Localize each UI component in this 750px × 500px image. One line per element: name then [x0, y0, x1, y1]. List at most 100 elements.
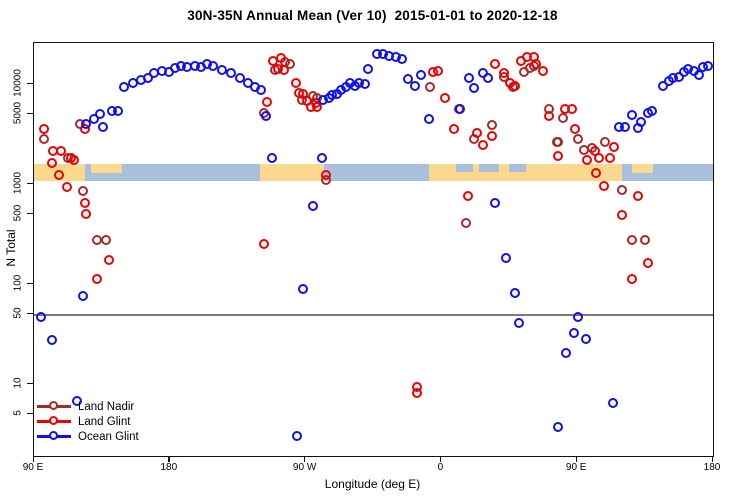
x-tick-mark	[439, 457, 442, 462]
legend-label: Land Nadir	[78, 400, 135, 413]
data-point-land_glint	[582, 155, 593, 166]
data-point-ocean_glint	[94, 109, 105, 120]
y-tick-label: 5	[12, 410, 24, 416]
data-point-ocean_glint	[423, 114, 434, 125]
legend: Land Nadir Land Glint Ocean Glint	[37, 399, 139, 444]
reference-line	[34, 314, 713, 316]
data-point-land_glint	[570, 123, 581, 134]
y-axis-label: N Total	[4, 229, 18, 267]
data-point-ocean_glint	[226, 68, 237, 79]
data-point-land_glint	[538, 66, 549, 77]
x-tick-label: 90 E	[22, 462, 44, 473]
data-point-land_glint	[616, 210, 627, 221]
data-point-ocean_glint	[402, 74, 413, 85]
data-point-ocean_glint	[360, 79, 371, 90]
legend-symbol	[37, 401, 71, 412]
data-point-land_glint	[278, 65, 289, 76]
data-point-ocean_glint	[266, 152, 277, 163]
data-point-land_glint	[46, 157, 57, 168]
y-tick-mark	[27, 282, 33, 284]
data-point-ocean_glint	[647, 106, 658, 117]
x-axis-label: Longitude (deg E)	[324, 477, 421, 491]
data-point-land_glint	[69, 155, 80, 166]
data-point-land_glint	[530, 58, 541, 69]
x-tick-mark	[168, 457, 170, 462]
y-tick-label: 10000	[12, 69, 24, 97]
data-point-ocean_glint	[298, 284, 309, 295]
data-point-land_glint	[411, 387, 422, 398]
legend-label: Ocean Glint	[78, 430, 139, 443]
map-band-sea-notch	[509, 163, 526, 172]
legend-row: Ocean Glint	[37, 429, 139, 444]
data-point-ocean_glint	[256, 85, 267, 96]
chart-title: 30N-35N Annual Mean (Ver 10) 2015-01-01 …	[187, 8, 558, 23]
data-point-ocean_glint	[573, 312, 584, 323]
data-point-land_glint	[91, 274, 102, 285]
data-point-land_glint	[594, 152, 605, 163]
data-point-land_glint	[567, 104, 578, 115]
data-point-land_nadir	[78, 186, 89, 197]
x-tick-mark	[575, 457, 577, 462]
y-tick-mark	[27, 182, 33, 184]
data-point-land_glint	[490, 58, 501, 69]
legend-circle-icon	[49, 401, 58, 410]
data-point-ocean_glint	[207, 61, 218, 72]
data-point-ocean_glint	[217, 65, 227, 76]
data-point-land_nadir	[425, 81, 436, 92]
data-point-land_glint	[440, 93, 451, 104]
data-point-land_glint	[81, 208, 92, 219]
data-point-land_glint	[262, 97, 273, 108]
y-tick-label: 50	[12, 307, 24, 319]
data-point-ocean_glint	[607, 398, 618, 409]
data-point-land_glint	[462, 191, 473, 202]
y-tick-mark	[27, 412, 33, 414]
data-point-ocean_glint	[78, 290, 89, 301]
x-tick-label: 90 W	[292, 462, 317, 473]
data-point-land_glint	[499, 68, 510, 79]
data-point-ocean_glint	[490, 198, 501, 209]
data-point-ocean_glint	[97, 121, 108, 132]
data-point-land_glint	[609, 142, 620, 153]
data-point-ocean_glint	[35, 312, 46, 323]
y-tick-mark	[27, 382, 33, 384]
data-point-land_glint	[604, 152, 615, 163]
map-band-land	[429, 163, 623, 182]
y-tick-mark	[27, 82, 33, 84]
data-point-ocean_glint	[416, 70, 427, 81]
data-point-ocean_glint	[396, 54, 407, 65]
data-point-land_glint	[449, 123, 460, 134]
data-point-land_nadir	[600, 137, 611, 148]
data-point-land_glint	[290, 78, 301, 89]
data-point-ocean_glint	[627, 110, 638, 121]
data-point-land_glint	[55, 146, 66, 157]
data-point-land_nadir	[616, 185, 627, 196]
plot-area: Land Nadir Land Glint Ocean Glint	[33, 42, 714, 457]
data-point-land_glint	[472, 127, 482, 138]
data-point-ocean_glint	[316, 152, 327, 163]
data-point-ocean_glint	[292, 430, 303, 441]
data-point-land_glint	[259, 238, 270, 249]
legend-symbol	[37, 416, 71, 427]
x-tick-label: 180	[703, 462, 721, 473]
data-point-land_nadir	[627, 235, 638, 246]
data-point-land_nadir	[558, 113, 569, 124]
y-tick-mark	[27, 312, 33, 314]
data-point-land_glint	[312, 102, 323, 113]
y-tick-label: 1000	[12, 171, 24, 195]
data-point-land_glint	[38, 123, 49, 134]
data-point-land_glint	[642, 257, 653, 268]
data-point-land_glint	[509, 80, 520, 91]
data-point-ocean_glint	[72, 396, 83, 407]
y-tick-label: 10	[12, 377, 24, 389]
data-point-ocean_glint	[636, 117, 647, 128]
data-point-ocean_glint	[118, 82, 129, 93]
data-point-ocean_glint	[260, 111, 271, 122]
data-point-land_glint	[633, 191, 644, 202]
data-point-land_glint	[627, 274, 638, 285]
data-point-land_glint	[79, 198, 90, 209]
data-point-ocean_glint	[81, 119, 92, 130]
data-point-land_glint	[553, 150, 564, 161]
map-band-land	[260, 163, 324, 182]
data-point-land_nadir	[284, 58, 295, 69]
data-point-ocean_glint	[568, 327, 579, 338]
